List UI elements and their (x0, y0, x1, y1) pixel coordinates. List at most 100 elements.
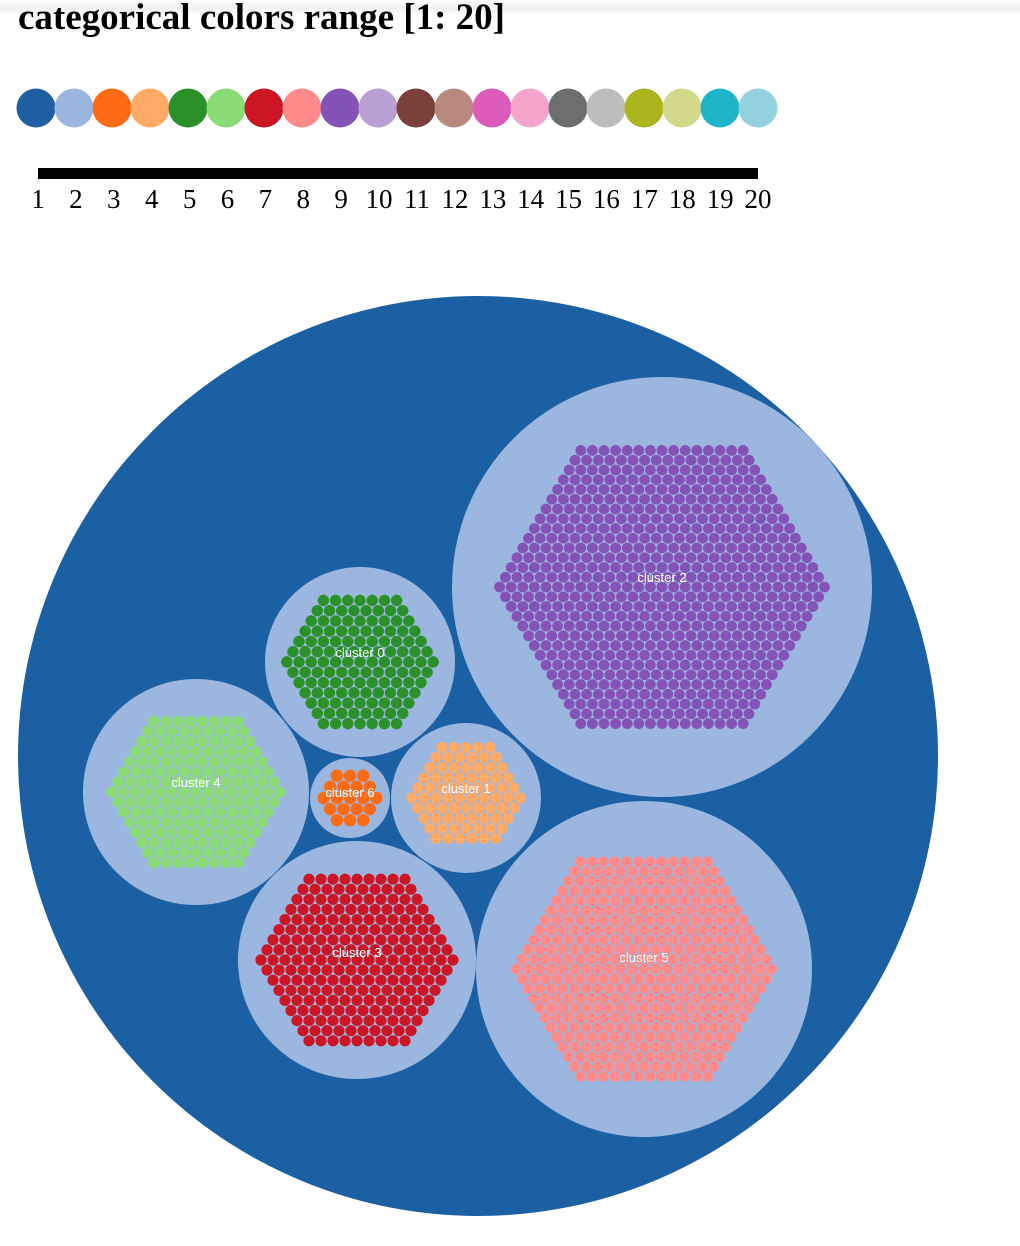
leaf-dot (460, 802, 471, 813)
leaf-dot (564, 562, 575, 573)
leaf-dot (680, 445, 691, 456)
leaf-dot (535, 572, 546, 583)
leaf-dot (709, 611, 720, 622)
leaf-dot (244, 796, 255, 807)
leaf-dot (399, 874, 410, 885)
leaf-dot (363, 975, 374, 986)
leaf-dot (744, 650, 755, 661)
leaf-dot (674, 650, 685, 661)
leaf-dot (238, 786, 249, 797)
leaf-dot (703, 465, 714, 476)
leaf-dot (256, 817, 267, 828)
leaf-dot (593, 455, 604, 466)
leaf-dot (303, 975, 314, 986)
leaf-dot (691, 679, 702, 690)
leaf-dot (312, 646, 323, 657)
leaf-dot (575, 718, 586, 729)
leaf-dot (662, 1061, 673, 1072)
leaf-dot (697, 572, 708, 583)
leaf-dot (697, 944, 708, 955)
leaf-dot (703, 445, 714, 456)
leaf-dot (621, 973, 632, 984)
leaf-dot (610, 993, 621, 1004)
leaf-dot (731, 964, 742, 975)
leaf-dot (148, 796, 159, 807)
leaf-dot (639, 905, 650, 916)
leaf-dot (124, 817, 135, 828)
leaf-dot (160, 716, 171, 727)
leaf-dot (732, 513, 743, 524)
leaf-dot (321, 904, 332, 915)
leaf-dot (541, 660, 552, 671)
leaf-dot (691, 445, 702, 456)
leaf-dot (552, 601, 563, 612)
leaf-dot (423, 954, 434, 965)
leaf-dot (406, 792, 417, 803)
leaf-dot (720, 513, 731, 524)
leaf-dot (517, 621, 528, 632)
leaf-dot (656, 895, 667, 906)
leaf-dot (318, 656, 329, 667)
leaf-dot (393, 964, 404, 975)
leaf-dot (702, 915, 713, 926)
leaf-dot (662, 669, 673, 680)
leaf-dot (662, 1003, 673, 1014)
leaf-dot (628, 591, 639, 602)
leaf-dot (351, 975, 362, 986)
leaf-dot (743, 983, 754, 994)
leaf-dot (436, 742, 447, 753)
leaf-dot (454, 752, 465, 763)
leaf-dot (702, 856, 713, 867)
leaf-dot (529, 640, 540, 651)
leaf-dot (354, 615, 365, 626)
leaf-dot (391, 697, 402, 708)
leaf-dot (633, 895, 644, 906)
leaf-dot (720, 983, 731, 994)
leaf-dot (610, 973, 621, 984)
leaf-dot (732, 455, 743, 466)
leaf-dot (645, 523, 656, 534)
leaf-dot (540, 973, 551, 984)
leaf-dot (333, 924, 344, 935)
leaf-dot (333, 964, 344, 975)
leaf-dot (657, 640, 668, 651)
leaf-dot (512, 572, 523, 583)
leaf-dot (148, 756, 159, 767)
leaf-dot (546, 494, 557, 505)
leaf-dot (552, 895, 563, 906)
leaf-dot (767, 669, 778, 680)
leaf-dot (697, 591, 708, 602)
leaf-dot (599, 523, 610, 534)
leaf-dot (767, 611, 778, 622)
leaf-dot (610, 523, 621, 534)
leaf-dot (744, 669, 755, 680)
leaf-dot (385, 708, 396, 719)
leaf-dot (411, 914, 422, 925)
leaf-dot (802, 591, 813, 602)
leaf-dot (703, 523, 714, 534)
leaf-dot (552, 621, 563, 632)
leaf-dot (124, 776, 135, 787)
leaf-dot (587, 465, 598, 476)
leaf-dot (327, 874, 338, 885)
leaf-dot (184, 857, 195, 868)
leaf-dot (581, 513, 592, 524)
leaf-dot (232, 837, 243, 848)
leaf-dot (287, 667, 298, 678)
leaf-dot (442, 833, 453, 844)
leaf-dot (506, 582, 517, 593)
leaf-dot (790, 572, 801, 583)
leaf-dot (369, 1005, 380, 1016)
leaf-dot (604, 944, 615, 955)
leaf-dot (645, 445, 656, 456)
leaf-dot (429, 985, 440, 996)
leaf-dot (715, 640, 726, 651)
leaf-dot (656, 1051, 667, 1062)
leaf-dot (303, 1035, 314, 1046)
leaf-dot (702, 1051, 713, 1062)
leaf-dot (375, 914, 386, 925)
leaf-dot (546, 513, 557, 524)
leaf-dot (226, 746, 237, 757)
leaf-dot (633, 718, 644, 729)
leaf-dot (351, 934, 362, 945)
